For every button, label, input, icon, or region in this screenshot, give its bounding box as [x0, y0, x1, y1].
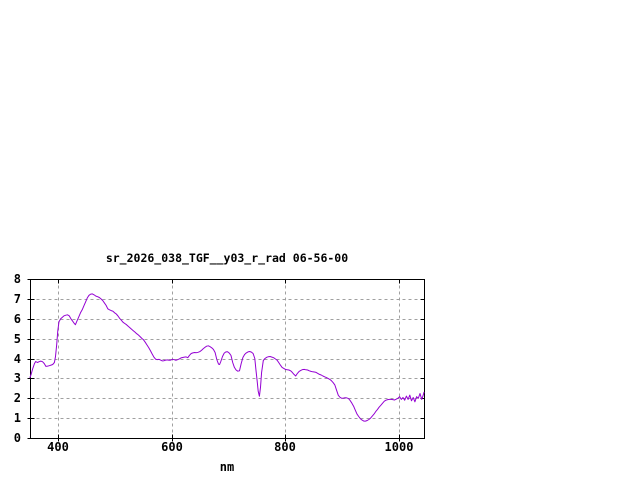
y-tick-label: 5	[14, 332, 21, 346]
spectrum-line	[29, 293, 425, 422]
x-tick-label: 400	[47, 440, 69, 454]
plot-border	[30, 279, 425, 439]
y-tick-label: 1	[14, 411, 21, 425]
y-tick-label: 4	[14, 352, 21, 366]
y-tick-label: 3	[14, 371, 21, 385]
y-tick-label: 6	[14, 312, 21, 326]
chart-title: sr_2026_038_TGF__y03_r_rad 06-56-00	[106, 251, 348, 266]
tick-layer	[27, 279, 425, 442]
tick-label-layer: 400 600 800 1000 0 1 2 3 4 5 6 7 8	[14, 272, 414, 454]
x-tick-label: 600	[161, 440, 183, 454]
grid-layer	[30, 279, 425, 439]
y-tick-label: 2	[14, 391, 21, 405]
x-tick-label: 800	[274, 440, 296, 454]
x-axis-label: nm	[220, 460, 234, 474]
y-tick-label: 7	[14, 292, 21, 306]
x-tick-label: 1000	[385, 440, 414, 454]
y-tick-label: 0	[14, 431, 21, 445]
y-tick-label: 8	[14, 272, 21, 286]
